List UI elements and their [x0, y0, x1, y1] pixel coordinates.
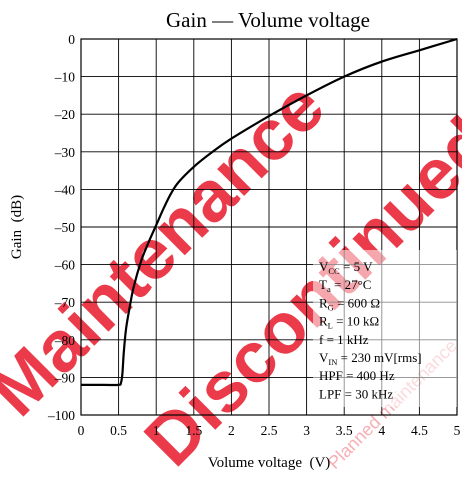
condition-line: Ta = 27°C [319, 277, 371, 294]
condition-line: HPF = 400 Hz [319, 368, 395, 383]
x-tick-label: 1.5 [185, 423, 202, 438]
x-tick-label: 0 [78, 423, 85, 438]
plot-frame [80, 38, 458, 416]
x-tick-label: 3 [303, 423, 310, 438]
y-axis-label: Gain (dB) [9, 195, 25, 259]
conditions: VCC = 5 VTa = 27°CRG = 600 Ω RL = 10 kΩf … [319, 259, 422, 401]
y-tick-label: –60 [54, 258, 76, 273]
x-tick-label: 2.5 [261, 423, 278, 438]
series-line-gain [80, 37, 458, 387]
y-tick-label: –90 [54, 370, 76, 385]
x-tick-label: 5 [454, 423, 461, 438]
y-tick-label: 0 [68, 32, 75, 47]
y-tick-label: –30 [54, 145, 76, 160]
condition-line: LPF = 30 kHz [319, 386, 393, 401]
x-tick-label: 4 [378, 423, 385, 438]
y-tick-label: –100 [47, 408, 75, 423]
tick-labels: 0 0.5 1 1.5 2 2.5 3 3.5 4 4.5 5 0 –10 –20 –30 –40 –50 –60… [47, 32, 461, 438]
y-tick-label: –70 [54, 295, 76, 310]
x-tick-label: 0.5 [110, 423, 127, 438]
conditions-box [313, 250, 457, 407]
y-tick-label: –40 [54, 182, 76, 197]
condition-line: RL = 10 kΩ [319, 314, 379, 331]
x-axis-label: Volume voltage (V) [208, 455, 331, 471]
series [80, 37, 458, 387]
y-tick-label: –10 [54, 70, 76, 85]
chart-title: Gain — Volume voltage [166, 8, 370, 32]
y-tick-label: –80 [54, 333, 76, 348]
condition-line: VCC = 5 V [319, 259, 373, 276]
x-tick-label: 2 [228, 423, 235, 438]
y-tick-label: –50 [54, 220, 76, 235]
condition-line: RG = 600 Ω [319, 295, 380, 312]
condition-line: VIN = 230 mV[rms] [319, 350, 422, 367]
condition-line: f = 1 kHz [319, 332, 369, 347]
x-tick-label: 4.5 [411, 423, 428, 438]
x-tick-label: 3.5 [336, 423, 353, 438]
x-tick-label: 1 [153, 423, 160, 438]
y-tick-label: –20 [54, 107, 76, 122]
